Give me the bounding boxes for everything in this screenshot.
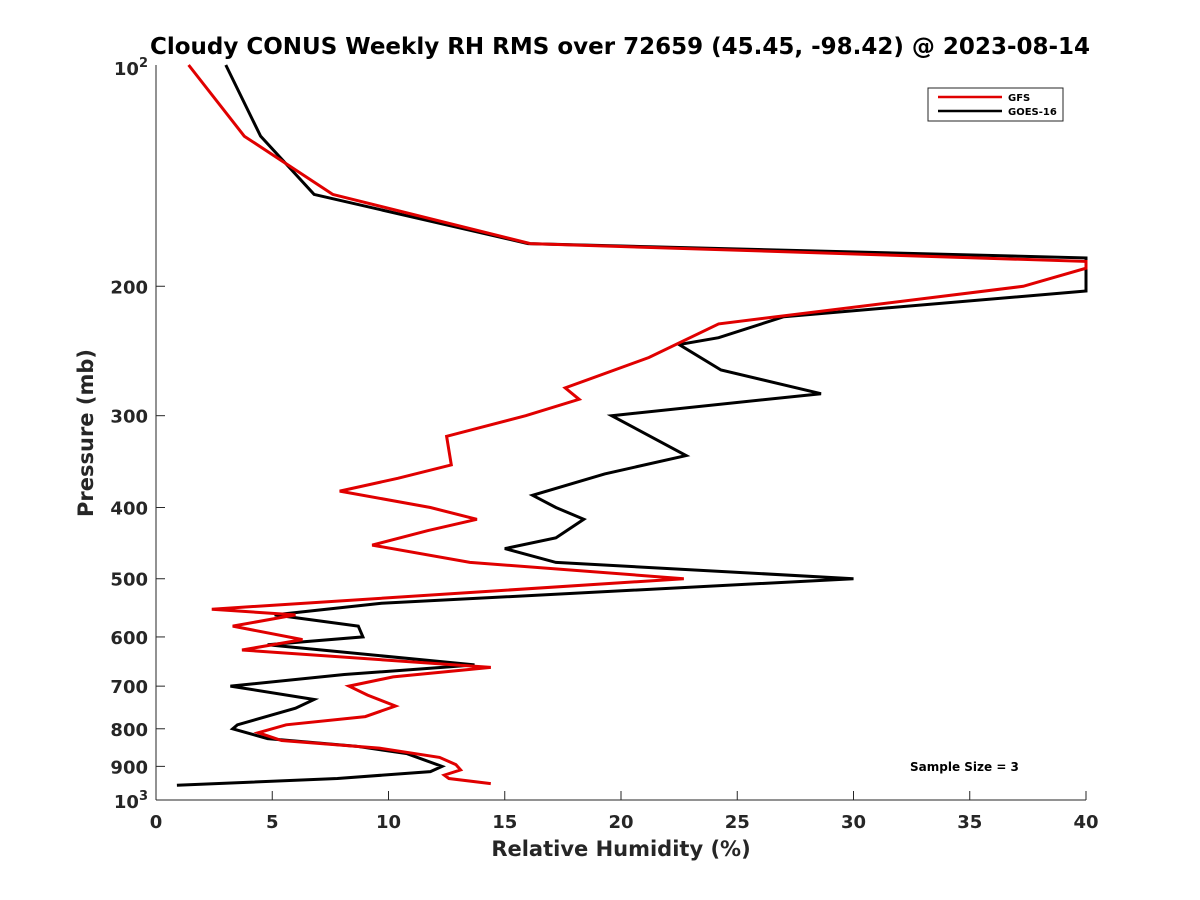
x-tick-label: 30 (841, 812, 866, 833)
y-tick-label: 400 (110, 499, 148, 520)
x-tick-label: 10 (376, 812, 401, 833)
x-tick-label: 20 (608, 812, 633, 833)
y-tick-label: 600 (110, 628, 148, 649)
chart-title: Cloudy CONUS Weekly RH RMS over 72659 (4… (150, 34, 1090, 60)
y-tick-label: 200 (110, 277, 148, 298)
legend-label-goes16: GOES-16 (1008, 107, 1057, 118)
x-ticks: 0 5 10 15 20 25 30 35 40 (150, 791, 1099, 833)
y-tick-label: 800 (110, 720, 148, 741)
x-tick-label: 40 (1073, 812, 1098, 833)
series-layer (176, 64, 1088, 787)
x-tick-label: 35 (957, 812, 982, 833)
y-tick-label: 700 (110, 677, 148, 698)
y-axis-title: Pressure (mb) (74, 349, 98, 517)
y-tick-label: 300 (110, 407, 148, 428)
y-tick-label-bottom: 103 (114, 789, 148, 813)
series-line-goes-16 (176, 64, 1088, 787)
y-tick-label: 900 (110, 757, 148, 778)
y-tick-label-top: 102 (114, 56, 148, 80)
x-tick-label: 15 (492, 812, 517, 833)
y-tick-label: 500 (110, 570, 148, 591)
x-axis-title: Relative Humidity (%) (491, 837, 750, 861)
x-tick-label: 25 (725, 812, 750, 833)
series-line-gfs (187, 64, 1088, 786)
legend-box (927, 87, 1064, 122)
sample-size-annotation: Sample Size = 3 (910, 760, 1019, 774)
x-tick-label: 0 (150, 812, 163, 833)
x-tick-label: 5 (266, 812, 279, 833)
y-ticks: 200 300 400 500 600 700 800 900 (110, 277, 165, 778)
legend: GFS GOES-16 (927, 87, 1064, 122)
legend-label-gfs: GFS (1008, 93, 1030, 104)
